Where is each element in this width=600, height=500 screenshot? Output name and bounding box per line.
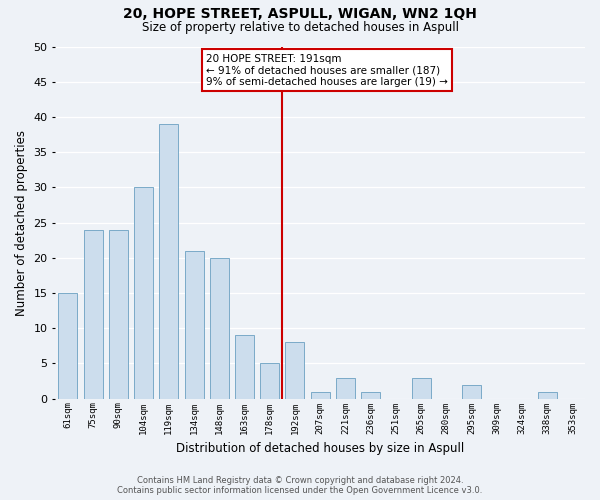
Bar <box>58 293 77 399</box>
Bar <box>311 392 329 398</box>
Bar <box>538 392 557 398</box>
Bar <box>412 378 431 398</box>
Bar <box>336 378 355 398</box>
Text: 20 HOPE STREET: 191sqm
← 91% of detached houses are smaller (187)
9% of semi-det: 20 HOPE STREET: 191sqm ← 91% of detached… <box>206 54 448 86</box>
Text: Size of property relative to detached houses in Aspull: Size of property relative to detached ho… <box>142 21 458 34</box>
Bar <box>185 250 203 398</box>
Bar <box>361 392 380 398</box>
Bar <box>260 364 279 398</box>
Y-axis label: Number of detached properties: Number of detached properties <box>15 130 28 316</box>
Bar <box>109 230 128 398</box>
Bar <box>210 258 229 398</box>
Bar <box>235 336 254 398</box>
Bar <box>462 384 481 398</box>
Bar <box>160 124 178 398</box>
Bar <box>134 188 153 398</box>
Bar <box>83 230 103 398</box>
Text: Contains HM Land Registry data © Crown copyright and database right 2024.
Contai: Contains HM Land Registry data © Crown c… <box>118 476 482 495</box>
Bar <box>286 342 304 398</box>
Text: 20, HOPE STREET, ASPULL, WIGAN, WN2 1QH: 20, HOPE STREET, ASPULL, WIGAN, WN2 1QH <box>123 8 477 22</box>
X-axis label: Distribution of detached houses by size in Aspull: Distribution of detached houses by size … <box>176 442 464 455</box>
